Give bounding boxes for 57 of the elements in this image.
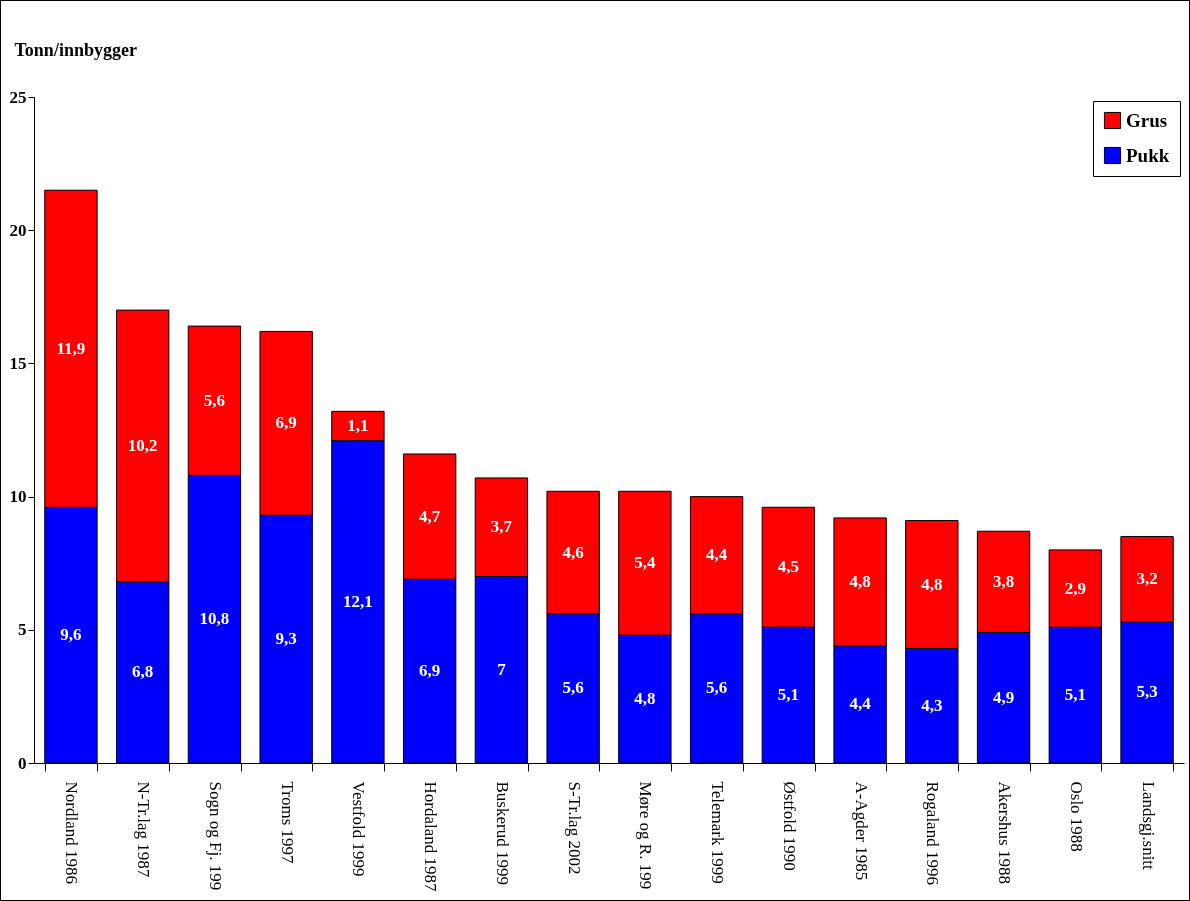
data-label: 4,6	[562, 542, 584, 562]
y-tick-label: 25	[9, 87, 27, 107]
data-label: 4,7	[419, 506, 441, 526]
x-tick-label: Akershus 1988	[995, 781, 1015, 884]
data-label: 9,3	[275, 629, 297, 649]
y-tick-label: 15	[9, 353, 27, 373]
data-label: 5,4	[634, 553, 656, 573]
data-label: 3,7	[490, 517, 513, 537]
x-tick-label: Nordland 1986	[62, 781, 82, 884]
data-label: 4,4	[705, 545, 728, 565]
data-label: 6,9	[419, 661, 441, 681]
data-label: 5,6	[562, 678, 584, 698]
data-label: 4,8	[921, 574, 943, 594]
data-label: 3,8	[992, 571, 1015, 591]
x-tick-label: Troms 1997	[277, 781, 297, 865]
data-label: 4,3	[921, 695, 943, 715]
data-label: 4,8	[849, 571, 871, 591]
data-label: 2,9	[1064, 578, 1086, 598]
data-label: 3,2	[1136, 569, 1158, 589]
x-tick-label: Oslo 1988	[1066, 781, 1086, 852]
data-label: 7	[497, 659, 507, 679]
x-tick-label: Vestfold 1999	[349, 781, 369, 877]
data-label: 5,6	[203, 390, 226, 410]
x-tick-label: Landsgj.snitt	[1138, 781, 1158, 871]
data-label: 10,2	[127, 435, 158, 455]
x-tick-label: Buskerud 1999	[492, 781, 512, 885]
x-tick-label: N-Tr.lag 1987	[134, 781, 154, 878]
x-tick-label: Østfold 1990	[779, 781, 799, 871]
data-label: 10,8	[199, 609, 230, 629]
data-label: 5,3	[1136, 682, 1158, 702]
data-label: 11,9	[56, 338, 86, 358]
data-label: 5,1	[1064, 685, 1086, 705]
data-label: 6,8	[132, 662, 154, 682]
x-tick-label: Hordaland 1987	[421, 781, 441, 892]
x-tick-label: S-Tr.lag 2002	[564, 781, 584, 875]
y-tick-label: 0	[18, 753, 27, 773]
data-label: 4,9	[992, 687, 1015, 707]
data-label: 1,1	[347, 416, 369, 435]
x-tick-label: A-Agder 1985	[851, 781, 871, 881]
data-label: 9,6	[60, 625, 82, 645]
y-axis-title: Tonn/innbygger	[14, 39, 137, 60]
data-label: 5,1	[777, 685, 799, 705]
data-label: 4,5	[777, 557, 799, 577]
x-tick-label: Sogn og Fj. 199	[205, 781, 225, 891]
x-tick-label: Rogaland 1996	[923, 781, 943, 885]
data-label: 4,4	[849, 694, 872, 714]
data-label: 6,9	[275, 413, 297, 433]
legend-label: Grus	[1126, 109, 1168, 131]
data-label: 4,8	[634, 689, 656, 709]
data-label: 5,6	[705, 678, 728, 698]
data-label: 12,1	[343, 591, 373, 611]
y-tick-label: 20	[9, 220, 27, 240]
y-tick-label: 10	[9, 487, 27, 507]
x-tick-label: Telemark 1999	[708, 781, 728, 884]
y-tick-label: 5	[18, 620, 27, 640]
legend-label: Pukk	[1126, 144, 1170, 166]
x-tick-label: Møre og R. 199	[636, 781, 656, 890]
